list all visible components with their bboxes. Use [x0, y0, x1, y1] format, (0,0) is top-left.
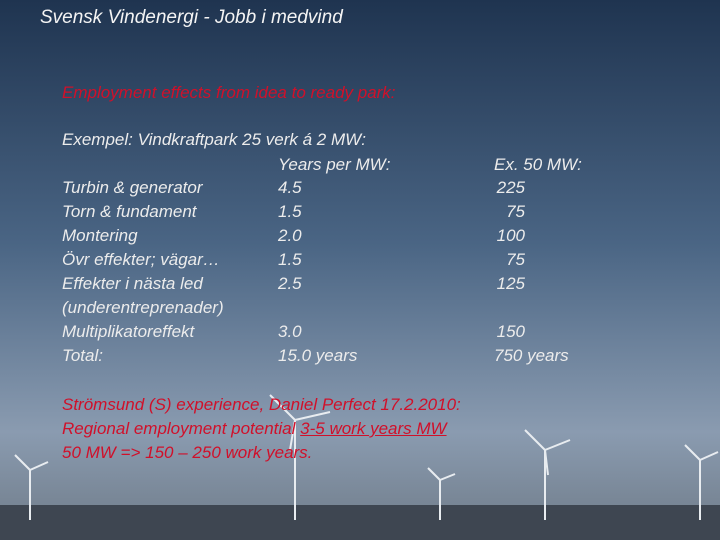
footer-line: Strömsund (S) experience, Daniel Perfect…	[62, 395, 461, 414]
ex-cell: 100	[494, 224, 525, 248]
ex-cell: 125	[494, 272, 525, 296]
ex-cell: 225	[494, 176, 525, 200]
ex-cell: 750 years	[494, 344, 569, 368]
row-label: Övr effekter; vägar…	[62, 250, 220, 269]
example: Exempel: Vindkraftpark 25 verk á 2 MW:	[62, 130, 366, 149]
column-header: Ex. 50 MW:	[494, 155, 582, 174]
years-cell: 1.5	[278, 202, 302, 221]
row-label: Turbin & generator	[62, 178, 203, 197]
ex-cell-text: 125	[496, 274, 525, 293]
row-label: Effekter i nästa led	[62, 274, 203, 293]
years-cell: 4.5	[278, 178, 302, 197]
years-cell: 3.0	[278, 322, 302, 341]
row-label: (underentreprenader)	[62, 298, 224, 317]
footer-highlight: 3-5 work years MW	[300, 419, 447, 438]
subtitle: Employment effects from idea to ready pa…	[62, 83, 396, 102]
ex-cell-text: 75	[506, 250, 525, 269]
ex-cell-text: 100	[496, 226, 525, 245]
ex-cell: 75	[494, 200, 525, 224]
ex-cell-text: 75	[506, 202, 525, 221]
years-cell: 1.5	[278, 250, 302, 269]
row-label: Montering	[62, 226, 138, 245]
ex-cell-text: 750 years	[494, 346, 569, 365]
footer-text: Regional employment potential	[62, 419, 301, 438]
footer-line: 50 MW => 150 – 250 work years.	[62, 443, 313, 462]
years-cell: 2.0	[278, 226, 302, 245]
ex-cell: 75	[494, 248, 525, 272]
row-label: Total:	[62, 346, 103, 365]
years-cell: 15.0 years	[278, 346, 358, 365]
ex-cell-text: 150	[496, 322, 525, 341]
ex-cell: 150	[494, 320, 525, 344]
column-header: Years per MW:	[278, 155, 391, 174]
row-label: Multiplikatoreffekt	[62, 322, 195, 341]
ex-cell-text: 225	[496, 178, 525, 197]
row-label: Torn & fundament	[62, 202, 197, 221]
slide-title: Svensk Vindenergi - Jobb i medvind	[40, 7, 343, 28]
years-cell: 2.5	[278, 274, 302, 293]
footer-line: Regional employment potential 3-5 work y…	[62, 417, 447, 441]
